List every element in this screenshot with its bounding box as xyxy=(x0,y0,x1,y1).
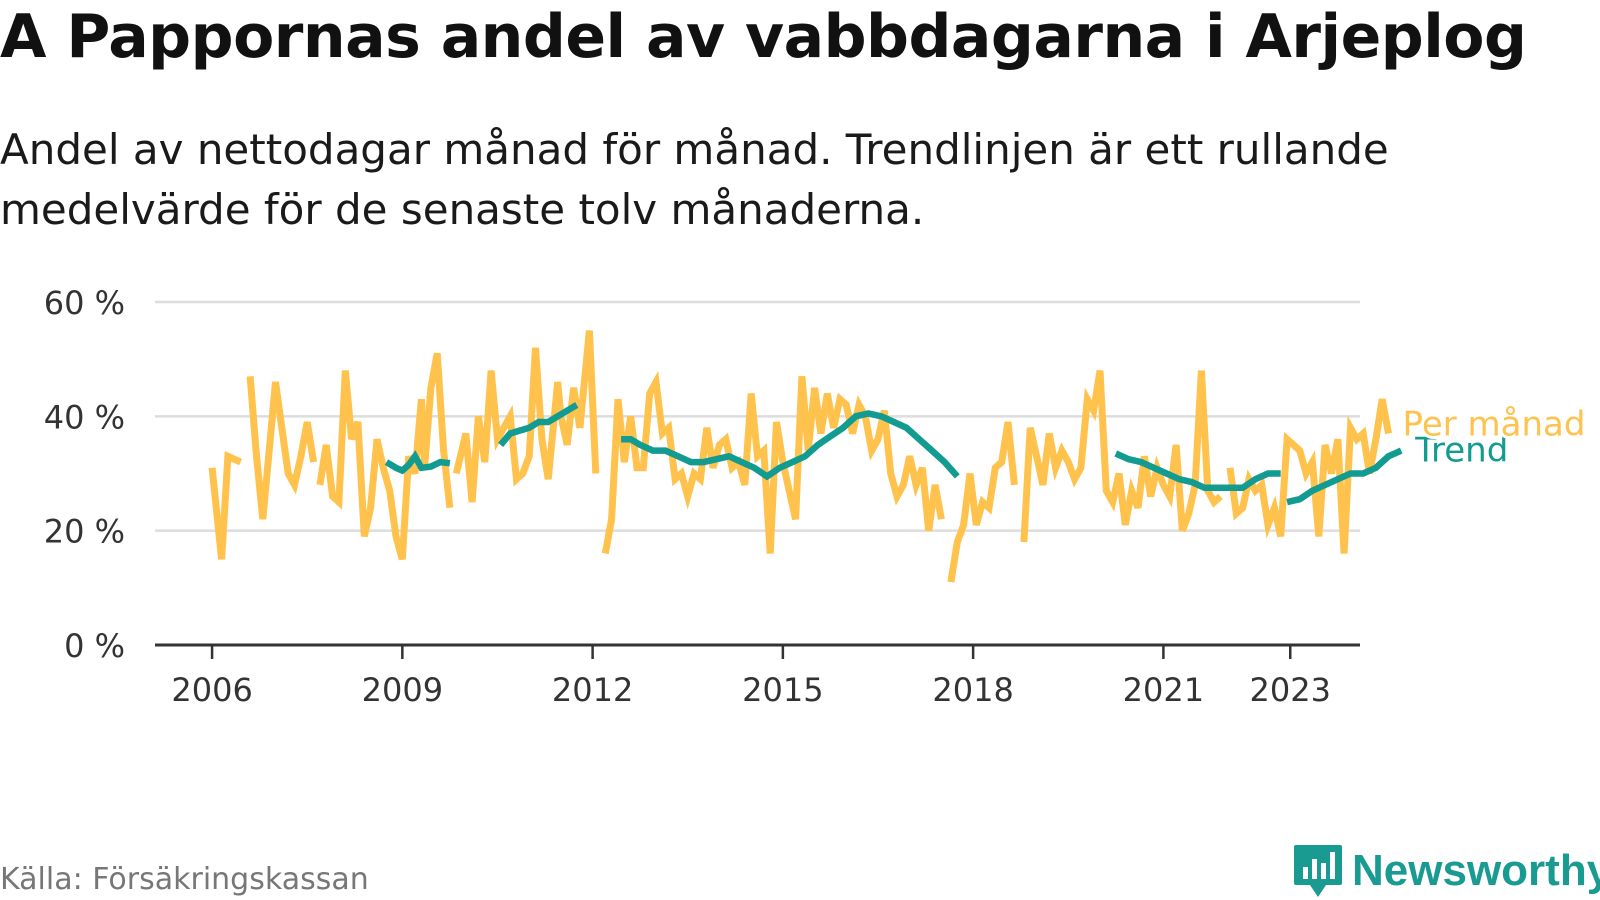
monthly-line-segment xyxy=(452,330,600,503)
x-tick-label: 2023 xyxy=(1250,671,1331,709)
brand-name: Newsworthy xyxy=(1352,846,1600,895)
series-trend xyxy=(384,402,1403,506)
y-tick-label: 20 % xyxy=(44,513,125,551)
legend-trend-label: Trend xyxy=(1414,431,1508,471)
trend-line-segment xyxy=(1114,450,1281,492)
y-tick-label: 40 % xyxy=(44,398,125,436)
monthly-line-segment xyxy=(316,352,454,561)
y-tick-label: 60 % xyxy=(44,284,125,322)
series-lines xyxy=(208,330,1403,583)
monthly-line-segment xyxy=(1020,370,1223,543)
x-tick-label: 2012 xyxy=(552,671,633,709)
chart-subtitle: Andel av nettodagar månad för månad. Tre… xyxy=(0,125,1389,234)
series-monthly xyxy=(208,330,1392,583)
x-tick-label: 2021 xyxy=(1123,671,1204,709)
x-tick-label: 2018 xyxy=(932,671,1013,709)
legend-monthly-label: Per månad xyxy=(1403,404,1586,444)
trend-line-segment xyxy=(384,450,451,475)
grid-lines xyxy=(155,300,1360,647)
trend-line-segment xyxy=(1286,447,1403,506)
line-chart: 0 % 20 % 40 % 60 % 2006 2009 2012 2015 2018 2021… xyxy=(44,284,1589,709)
y-axis-ticks: 0 % 20 % 40 % 60 % xyxy=(44,284,125,665)
source-note: Källa: Försäkringskassan xyxy=(0,862,369,897)
trend-line-segment xyxy=(498,402,579,447)
y-tick-label: 0 % xyxy=(64,627,125,665)
chart-title: A Pappornas andel av vabbdagarna i Arjep… xyxy=(0,2,1527,72)
monthly-line-segment xyxy=(1226,398,1392,554)
bar-chart-icon xyxy=(1294,845,1342,897)
monthly-line-segment xyxy=(246,376,318,520)
monthly-line-segment xyxy=(601,370,945,555)
monthly-line-segment xyxy=(208,450,243,560)
x-tick-label: 2009 xyxy=(362,671,443,709)
x-axis-ticks: 2006 2009 2012 2015 2018 2021 2023 xyxy=(171,645,1331,709)
x-tick-label: 2015 xyxy=(742,671,823,709)
trend-line-segment xyxy=(621,410,960,481)
monthly-line-segment xyxy=(947,421,1018,583)
x-tick-label: 2006 xyxy=(171,671,252,709)
newsworthy-logo[interactable]: Newsworthy xyxy=(1292,843,1600,899)
